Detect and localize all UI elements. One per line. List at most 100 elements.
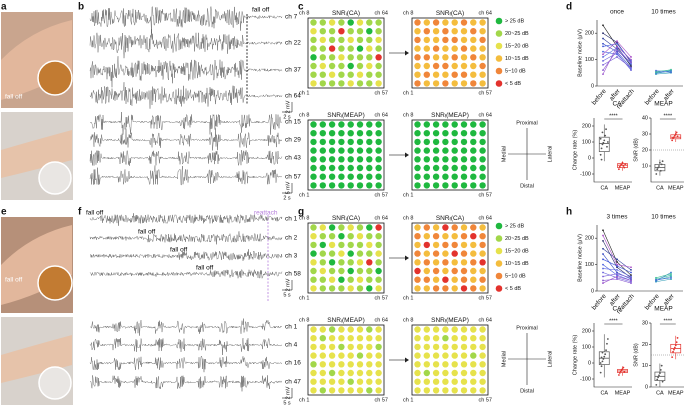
point — [676, 135, 679, 138]
electrode — [470, 54, 477, 61]
electrode — [414, 335, 421, 342]
electrode — [310, 62, 317, 70]
electrode — [432, 352, 440, 359]
electrode — [470, 173, 477, 180]
y-tick-label: 0 — [591, 288, 594, 294]
noise-point — [602, 50, 604, 53]
electrode — [442, 138, 449, 146]
electrode — [347, 147, 354, 154]
electrode — [366, 285, 373, 292]
map-corner: ch 64 — [375, 215, 388, 221]
electrode — [479, 156, 486, 163]
legend-marker — [495, 42, 503, 50]
electrode — [366, 138, 373, 146]
noise-point — [602, 24, 604, 27]
emg-trace — [89, 128, 283, 151]
electrode — [338, 224, 345, 231]
electrode — [319, 36, 326, 44]
electrode — [414, 138, 421, 146]
electrode — [356, 36, 364, 44]
group-title: once — [610, 9, 624, 16]
legend-marker — [495, 222, 503, 230]
trace-annotation: reattach — [254, 210, 278, 217]
electrode — [414, 285, 421, 292]
electrode — [423, 352, 430, 359]
photo-inset — [38, 161, 72, 195]
electrode — [338, 121, 345, 128]
electrode — [366, 267, 373, 275]
electrode — [460, 361, 468, 368]
legend-label: 10~15 dB — [505, 261, 529, 267]
map-corner: ch 64 — [479, 317, 492, 323]
electrode — [366, 276, 373, 283]
map-corner: ch 64 — [479, 10, 492, 16]
noise-point — [655, 276, 657, 279]
channel-label: ch 15 — [285, 119, 301, 126]
y-tick-label: 100 — [582, 344, 591, 350]
electrode — [366, 233, 373, 240]
emg-trace — [89, 375, 283, 392]
electrode — [356, 71, 364, 78]
channel-label: ch 37 — [285, 67, 301, 74]
emg-trace — [89, 231, 283, 245]
electrode — [310, 71, 317, 78]
electrode — [375, 80, 382, 87]
y-tick-label: 0 — [645, 384, 648, 390]
electrode — [442, 343, 449, 351]
electrode — [432, 147, 440, 154]
electrode — [451, 250, 458, 257]
electrode — [423, 387, 430, 394]
electrode — [432, 173, 440, 180]
point — [604, 353, 607, 356]
map-frame — [411, 324, 489, 396]
group-title: 10 times — [651, 214, 676, 221]
electrode — [319, 326, 326, 333]
electrode — [347, 326, 354, 333]
electrode — [423, 62, 430, 70]
noise-point — [670, 71, 672, 74]
electrode — [479, 378, 486, 385]
box — [598, 136, 610, 152]
electrode — [479, 267, 486, 275]
electrode — [432, 335, 440, 342]
x-tick-label: MEAP — [615, 185, 631, 191]
map-title: SNRf(MEAP) — [431, 112, 469, 119]
noise-point — [670, 68, 672, 71]
legend-label: 15~20 dB — [505, 43, 529, 49]
electrode — [432, 71, 440, 78]
noise-point — [616, 272, 618, 275]
electrode — [451, 352, 458, 359]
electrode — [479, 147, 486, 154]
electrode — [338, 36, 345, 44]
electrode — [423, 138, 430, 146]
noise-point — [602, 229, 604, 232]
electrode — [347, 28, 354, 35]
point — [603, 139, 606, 142]
point — [659, 369, 662, 371]
electrode — [328, 233, 336, 240]
emg-trace — [89, 355, 283, 373]
y-tick-label: 0 — [588, 360, 591, 366]
electrode — [366, 250, 373, 257]
electrode — [328, 352, 336, 359]
electrode — [451, 62, 458, 70]
electrode — [319, 369, 326, 377]
electrode — [479, 45, 486, 52]
electrode — [423, 233, 430, 240]
electrode — [375, 156, 382, 163]
electrode — [470, 19, 477, 26]
map-corner: ch 1 — [299, 192, 309, 198]
point — [661, 160, 664, 163]
electrode — [319, 182, 326, 189]
electrode — [328, 250, 336, 257]
electrode — [460, 36, 468, 44]
electrode — [347, 387, 354, 394]
electrode — [423, 361, 430, 368]
electrode — [460, 276, 468, 283]
electrode — [366, 62, 373, 70]
electrode — [432, 276, 440, 283]
map-title: SNRf(MEAP) — [431, 317, 469, 324]
electrode — [328, 285, 336, 292]
electrode — [328, 80, 336, 87]
noise-point — [602, 60, 604, 62]
